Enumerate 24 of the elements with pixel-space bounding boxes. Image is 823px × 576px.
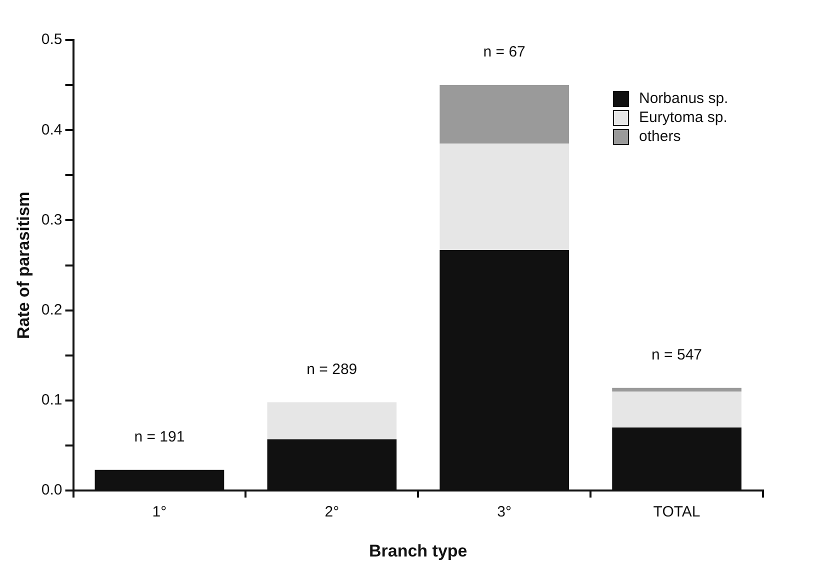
y-tick-label: 0.5 — [41, 31, 62, 48]
bar — [612, 388, 742, 392]
y-tick-label: 0.3 — [41, 211, 62, 228]
bar — [440, 144, 570, 250]
y-tick-label: 0.4 — [41, 121, 62, 138]
legend-label: Norbanus sp. — [639, 90, 728, 107]
y-tick-label: 0.1 — [41, 392, 62, 409]
y-tick-label: 0.0 — [41, 482, 62, 499]
x-tick-label: 3° — [497, 504, 512, 521]
x-axis-title: Branch type — [369, 541, 468, 560]
annotation: n = 191 — [134, 428, 185, 446]
legend-label: Eurytoma sp. — [639, 109, 728, 126]
x-tick-label: TOTAL — [653, 504, 700, 521]
y-axis-title: Rate of parasitism — [14, 192, 33, 339]
x-tick-label: 1° — [152, 504, 167, 521]
annotation: n = 67 — [483, 44, 526, 61]
annotation: n = 289 — [306, 360, 358, 378]
bar — [612, 391, 742, 428]
bar — [440, 85, 570, 144]
annotation: n = 547 — [652, 346, 702, 364]
x-tick-label: 2° — [324, 504, 340, 521]
bar — [267, 402, 397, 440]
y-tick-label: 0.2 — [41, 302, 62, 318]
legend-label: others — [639, 128, 681, 145]
